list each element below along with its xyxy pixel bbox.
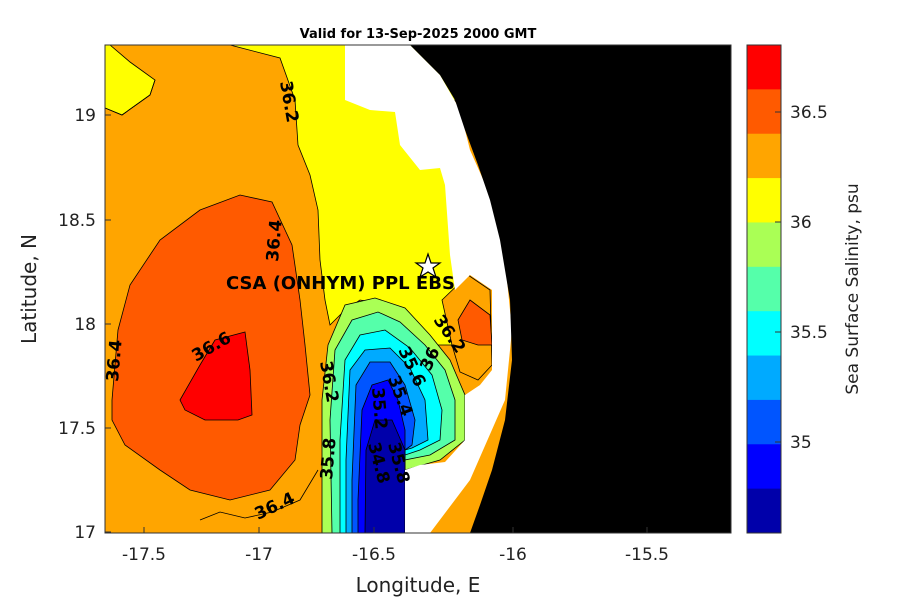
contour-line xyxy=(105,79,156,116)
contour-label: 35.8 xyxy=(317,437,341,481)
x-tick-label: -17 xyxy=(245,545,273,565)
y-tick-label: 19 xyxy=(74,106,96,126)
y-tick-label: 18.5 xyxy=(58,211,96,231)
salinity-region-36.8 xyxy=(179,331,253,421)
x-tick-label: -17.5 xyxy=(122,545,166,565)
salinity-region-34.8 xyxy=(364,419,406,533)
colorbar-swatch-35.6 xyxy=(747,311,781,357)
colorbar-swatch-35.4 xyxy=(747,355,781,401)
colorbar-tick-label: 36.5 xyxy=(790,103,828,123)
colorbar-swatch-35.0 xyxy=(747,444,781,490)
x-tick-label: -16.5 xyxy=(352,545,396,565)
colorbar-tick-label: 35.5 xyxy=(790,323,828,343)
map-plot-area: 36.2 36.4 36.6 36.4 36.2 36.4 36.2 36 35… xyxy=(103,45,731,533)
x-tick-label: -16 xyxy=(499,545,527,565)
contour-label: 36.4 xyxy=(103,339,127,383)
y-axis-label: Latitude, N xyxy=(17,234,41,344)
land-mass xyxy=(410,45,731,533)
plot-frame xyxy=(104,44,732,534)
y-tick-label: 17 xyxy=(74,523,96,543)
colorbar-tick-label: 35 xyxy=(790,433,812,453)
star-icon xyxy=(414,252,442,279)
colorbar-swatch-36.2 xyxy=(747,178,781,223)
site-label: CSA (ONHYM) PPL EBS xyxy=(226,273,455,294)
x-axis: -17.5 -17 -16.5 -16 -15.5 Longitude, E xyxy=(122,527,669,597)
colorbar-frame xyxy=(746,44,782,534)
map-title: Valid for 13-Sep-2025 2000 GMT xyxy=(300,27,537,42)
colorbar-swatch-35.2 xyxy=(747,399,781,445)
colorbar xyxy=(747,45,781,534)
y-tick-label: 17.5 xyxy=(58,419,96,439)
no-data-coastal-strip xyxy=(345,45,512,533)
colorbar-tick-label: 36 xyxy=(790,213,812,233)
colorbar-swatch-36.4 xyxy=(747,133,781,179)
contour-line xyxy=(199,469,319,521)
colorbar-swatch-36.0 xyxy=(747,222,781,268)
contour-label: 35.2 xyxy=(367,387,391,431)
x-axis-label: Longitude, E xyxy=(356,573,481,597)
y-axis: 19 18.5 18 17.5 17 Latitude, N xyxy=(17,106,111,543)
colorbar-swatch-36.8 xyxy=(747,45,781,90)
colorbar-ticks: 36.5 36 35.5 35 xyxy=(775,103,828,453)
contour-label: 36.4 xyxy=(263,219,287,263)
colorbar-swatch-34.8 xyxy=(747,488,781,534)
x-tick-label: -15.5 xyxy=(625,545,669,565)
colorbar-label: Sea Surface Salinity, psu xyxy=(843,183,863,394)
y-tick-label: 18 xyxy=(74,315,96,335)
colorbar-swatch-35.8 xyxy=(747,266,781,312)
